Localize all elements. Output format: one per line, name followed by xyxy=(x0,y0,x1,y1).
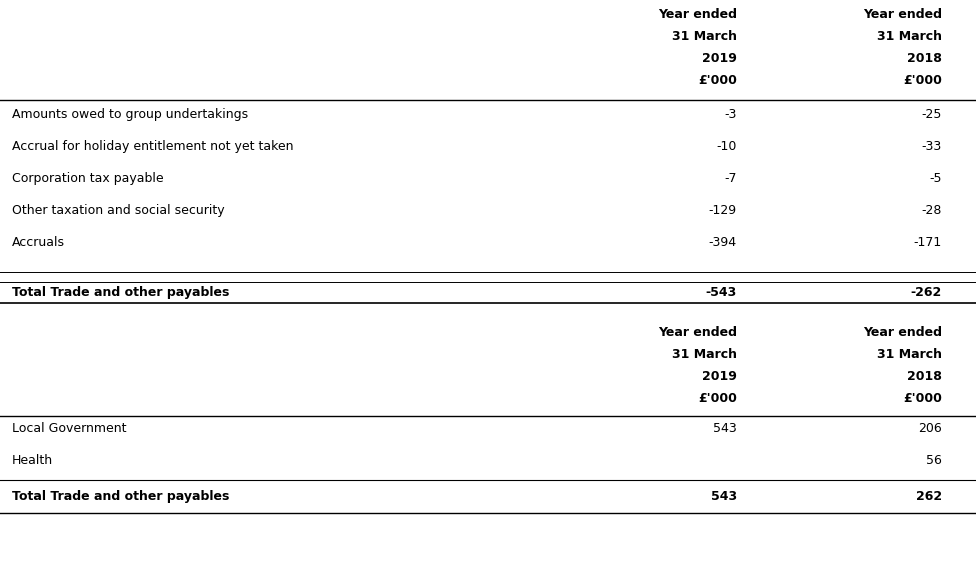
Text: -129: -129 xyxy=(709,204,737,217)
Text: 543: 543 xyxy=(713,422,737,435)
Text: 262: 262 xyxy=(915,490,942,503)
Text: 31 March: 31 March xyxy=(876,30,942,43)
Text: Accruals: Accruals xyxy=(12,236,64,249)
Text: £'000: £'000 xyxy=(698,74,737,87)
Text: £'000: £'000 xyxy=(903,74,942,87)
Text: -3: -3 xyxy=(724,108,737,121)
Text: Corporation tax payable: Corporation tax payable xyxy=(12,172,163,185)
Text: 31 March: 31 March xyxy=(671,30,737,43)
Text: -33: -33 xyxy=(921,140,942,153)
Text: 2019: 2019 xyxy=(702,370,737,383)
Text: -262: -262 xyxy=(911,286,942,299)
Text: Year ended: Year ended xyxy=(658,326,737,339)
Text: -543: -543 xyxy=(706,286,737,299)
Text: -10: -10 xyxy=(716,140,737,153)
Text: Total Trade and other payables: Total Trade and other payables xyxy=(12,286,229,299)
Text: 2019: 2019 xyxy=(702,52,737,65)
Text: Total Trade and other payables: Total Trade and other payables xyxy=(12,490,229,503)
Text: Year ended: Year ended xyxy=(863,326,942,339)
Text: £'000: £'000 xyxy=(698,392,737,405)
Text: 206: 206 xyxy=(918,422,942,435)
Text: Health: Health xyxy=(12,454,53,467)
Text: 543: 543 xyxy=(711,490,737,503)
Text: -394: -394 xyxy=(709,236,737,249)
Text: 2018: 2018 xyxy=(907,370,942,383)
Text: -171: -171 xyxy=(914,236,942,249)
Text: 2018: 2018 xyxy=(907,52,942,65)
Text: -25: -25 xyxy=(921,108,942,121)
Text: Amounts owed to group undertakings: Amounts owed to group undertakings xyxy=(12,108,248,121)
Text: 56: 56 xyxy=(926,454,942,467)
Text: Year ended: Year ended xyxy=(658,8,737,21)
Text: 31 March: 31 March xyxy=(876,348,942,361)
Text: Year ended: Year ended xyxy=(863,8,942,21)
Text: Other taxation and social security: Other taxation and social security xyxy=(12,204,224,217)
Text: -7: -7 xyxy=(724,172,737,185)
Text: -28: -28 xyxy=(921,204,942,217)
Text: £'000: £'000 xyxy=(903,392,942,405)
Text: -5: -5 xyxy=(929,172,942,185)
Text: Accrual for holiday entitlement not yet taken: Accrual for holiday entitlement not yet … xyxy=(12,140,293,153)
Text: 31 March: 31 March xyxy=(671,348,737,361)
Text: Local Government: Local Government xyxy=(12,422,126,435)
